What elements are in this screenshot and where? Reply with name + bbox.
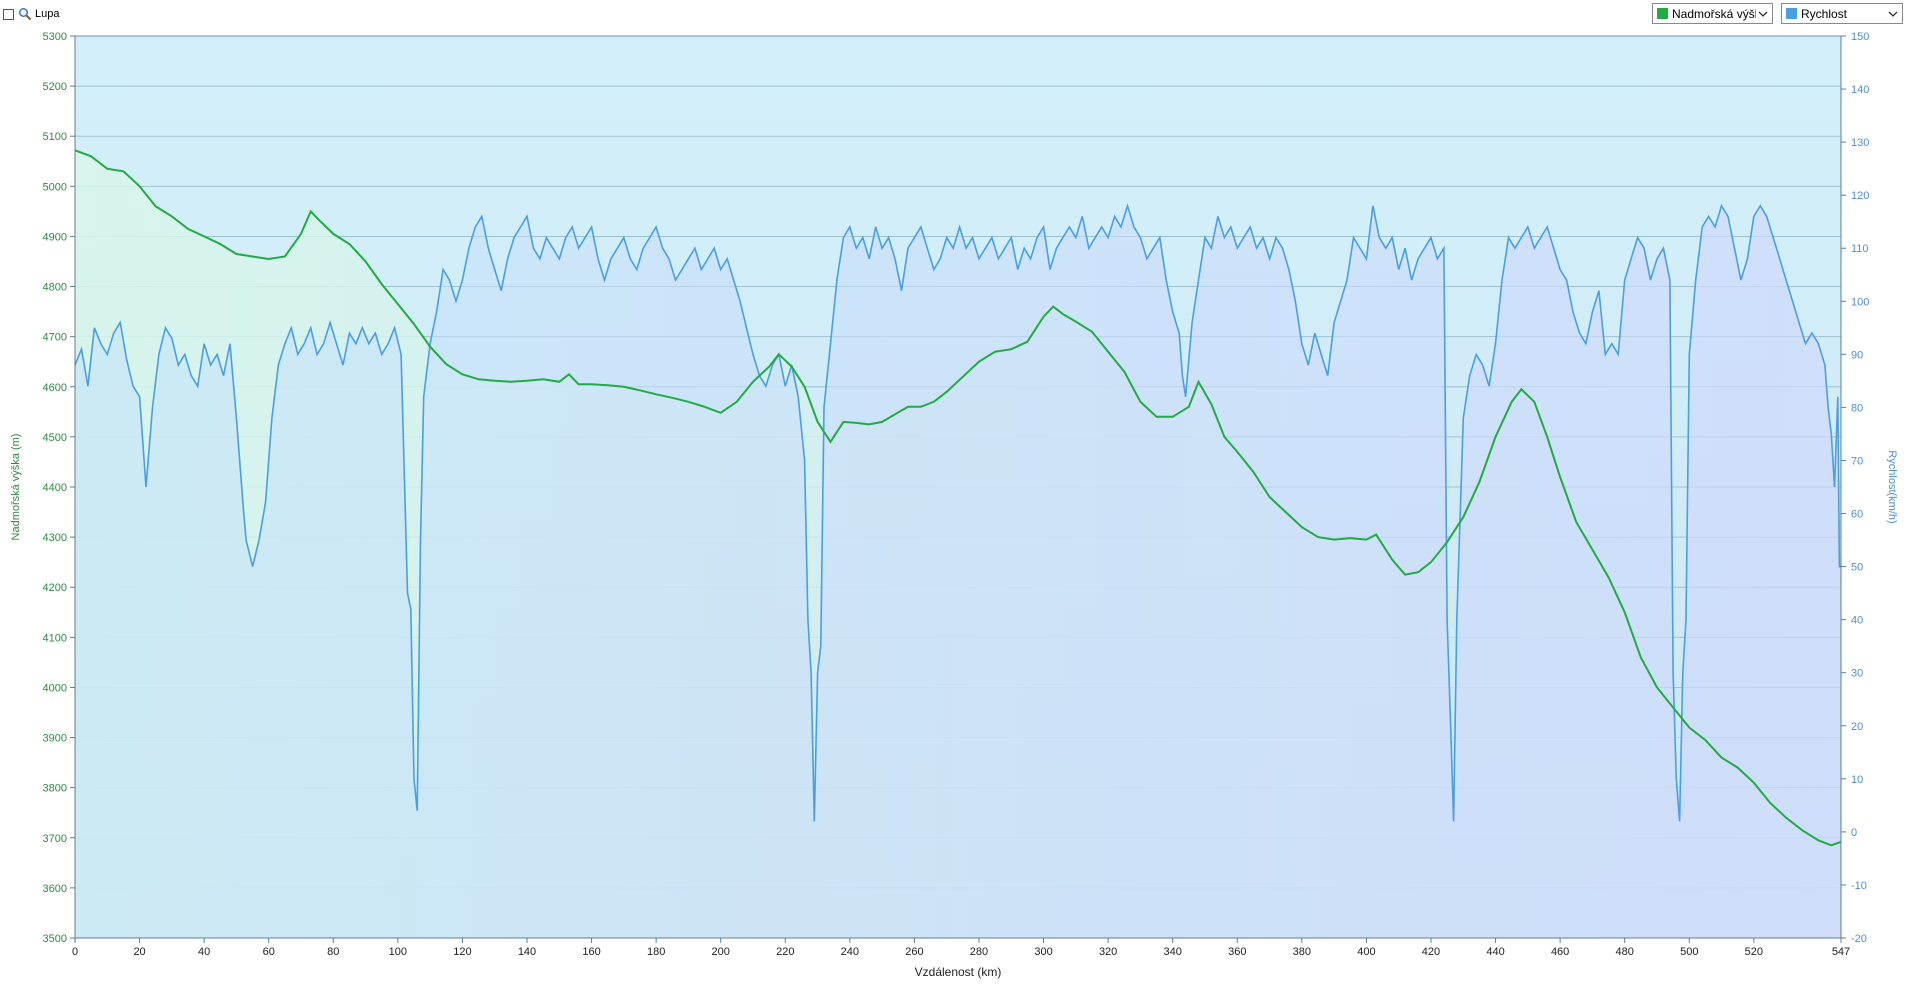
x-tick-label: 380 xyxy=(1293,946,1311,958)
right-tick-label: 110 xyxy=(1851,243,1869,255)
left-tick-label: 4700 xyxy=(43,332,67,344)
left-tick-label: 3800 xyxy=(43,783,67,795)
right-tick-label: -10 xyxy=(1851,880,1867,892)
x-tick-label: 280 xyxy=(970,946,988,958)
x-tick-label: 547 xyxy=(1832,946,1850,958)
x-tick-label: 460 xyxy=(1551,946,1569,958)
right-tick-label: 0 xyxy=(1851,827,1857,839)
x-tick-label: 180 xyxy=(647,946,665,958)
left-axis-series-value: Nadmořská výšk xyxy=(1672,6,1756,21)
left-tick-label: 4400 xyxy=(43,482,67,494)
left-tick-label: 5300 xyxy=(43,31,67,43)
right-axis-label: Rychlost(km/h) xyxy=(1886,450,1898,523)
x-tick-label: 240 xyxy=(841,946,859,958)
x-tick-label: 80 xyxy=(327,946,339,958)
chart-toolbar: Lupa Nadmořská výšk Rychlost xyxy=(0,0,1912,28)
left-tick-label: 3700 xyxy=(43,833,67,845)
x-tick-label: 480 xyxy=(1616,946,1634,958)
right-tick-label: 100 xyxy=(1851,296,1869,308)
left-tick-label: 3600 xyxy=(43,883,67,895)
right-tick-label: 60 xyxy=(1851,509,1863,521)
x-tick-label: 160 xyxy=(582,946,600,958)
right-tick-label: 90 xyxy=(1851,349,1863,361)
x-tick-label: 60 xyxy=(263,946,275,958)
left-axis-series-select[interactable]: Nadmořská výšk xyxy=(1652,3,1773,24)
right-axis-series-select[interactable]: Rychlost xyxy=(1781,3,1903,24)
left-tick-label: 3900 xyxy=(43,733,67,745)
x-tick-label: 340 xyxy=(1164,946,1182,958)
right-tick-label: 130 xyxy=(1851,137,1869,149)
left-tick-label: 5200 xyxy=(43,81,67,93)
right-tick-label: 140 xyxy=(1851,84,1869,96)
x-tick-label: 120 xyxy=(453,946,471,958)
x-tick-label: 320 xyxy=(1099,946,1117,958)
right-tick-label: 10 xyxy=(1851,774,1863,786)
chevron-down-icon xyxy=(1888,11,1898,17)
x-tick-label: 500 xyxy=(1680,946,1698,958)
left-tick-label: 3500 xyxy=(43,933,67,945)
left-tick-label: 4500 xyxy=(43,432,67,444)
x-tick-label: 520 xyxy=(1745,946,1763,958)
x-tick-label: 300 xyxy=(1034,946,1052,958)
x-tick-label: 220 xyxy=(776,946,794,958)
x-tick-label: 420 xyxy=(1422,946,1440,958)
x-tick-label: 400 xyxy=(1357,946,1375,958)
left-tick-label: 4000 xyxy=(43,682,67,694)
left-tick-label: 4200 xyxy=(43,582,67,594)
left-axis-ticks: 3500 3600 3700 3800 3900 4000 4100 4200 4300 4400… xyxy=(43,31,75,945)
lupa-checkbox[interactable] xyxy=(3,8,14,20)
lupa-toggle[interactable]: Lupa xyxy=(3,5,59,23)
speed-area xyxy=(75,205,1841,939)
elevation-series-line xyxy=(74,149,1842,847)
x-tick-label: 260 xyxy=(905,946,923,958)
x-tick-label: 200 xyxy=(712,946,730,958)
left-axis-label: Nadmořská výška (m) xyxy=(10,434,22,541)
right-tick-label: 20 xyxy=(1851,721,1863,733)
x-tick-label: 40 xyxy=(198,946,210,958)
speed-swatch xyxy=(1786,8,1797,19)
right-tick-label: 40 xyxy=(1851,615,1863,627)
elevation-swatch xyxy=(1657,8,1668,19)
right-tick-label: 80 xyxy=(1851,402,1863,414)
right-axis-ticks: -20 -10 0 10 20 30 40 50 60 70 80 90 100 110 120 130 140… xyxy=(1841,31,1869,945)
right-tick-label: 150 xyxy=(1851,31,1869,43)
left-tick-label: 4600 xyxy=(43,382,67,394)
left-tick-label: 4100 xyxy=(43,632,67,644)
right-tick-label: 30 xyxy=(1851,668,1863,680)
x-tick-label: 360 xyxy=(1228,946,1246,958)
chevron-down-icon xyxy=(1758,11,1768,17)
speed-series-line xyxy=(74,203,1841,822)
lupa-label: Lupa xyxy=(35,8,60,20)
left-tick-label: 4300 xyxy=(43,532,67,544)
x-tick-label: 20 xyxy=(133,946,145,958)
x-tick-label: 0 xyxy=(72,946,78,958)
x-axis-label: Vzdálenost (km) xyxy=(915,965,1002,979)
x-axis-ticks: 0 20 40 60 80 100 120 140 160 180 200 220 240 260 280 3… xyxy=(72,938,1850,958)
left-tick-label: 5000 xyxy=(43,181,67,193)
left-tick-label: 4800 xyxy=(43,282,67,294)
right-tick-label: 70 xyxy=(1851,455,1863,467)
x-tick-label: 140 xyxy=(518,946,536,958)
left-tick-label: 4900 xyxy=(43,231,67,243)
right-axis-series-value: Rychlost xyxy=(1801,6,1848,21)
right-tick-label: -20 xyxy=(1851,933,1867,945)
x-tick-label: 100 xyxy=(389,946,407,958)
magnifier-icon xyxy=(19,8,32,21)
right-tick-label: 120 xyxy=(1851,190,1869,202)
x-tick-label: 440 xyxy=(1486,946,1504,958)
right-tick-label: 50 xyxy=(1851,562,1863,574)
left-tick-label: 5100 xyxy=(43,131,67,143)
